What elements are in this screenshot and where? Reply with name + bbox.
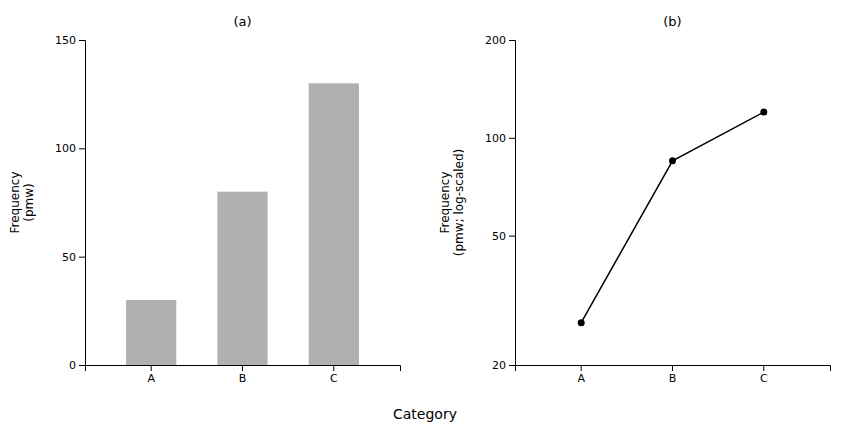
plot-area xyxy=(578,109,768,327)
x-axis-line xyxy=(516,366,831,372)
plot-area xyxy=(126,83,359,365)
y-tick: 50 xyxy=(62,251,85,264)
y-tick-label: 200 xyxy=(485,34,506,47)
y-axis: 20 50 100 200 xyxy=(485,34,516,372)
y-tick-mark xyxy=(509,138,515,139)
bar xyxy=(217,192,267,365)
x-tick-label: A xyxy=(147,372,155,385)
y-axis-title-line: (pmw; log-scaled) xyxy=(452,149,466,257)
y-axis-line xyxy=(509,41,516,366)
x-tick-mark xyxy=(672,365,673,371)
x-tick: B xyxy=(669,365,677,385)
x-axis-title: Category xyxy=(393,406,457,422)
x-tick: A xyxy=(147,365,155,385)
bar xyxy=(309,83,359,365)
x-tick: A xyxy=(577,365,585,385)
x-tick: B xyxy=(239,365,247,385)
panel: 20 50 100 200 A B C (b) Frequency(pmw; log-scale… xyxy=(438,14,831,385)
point xyxy=(760,109,767,116)
background xyxy=(0,0,850,429)
y-tick: 150 xyxy=(55,34,85,47)
y-tick: 200 xyxy=(485,34,515,47)
x-tick-mark xyxy=(333,365,334,371)
y-tick: 50 xyxy=(492,230,515,243)
y-tick-label: 100 xyxy=(485,132,506,145)
x-axis: A B C xyxy=(516,365,831,385)
y-tick-mark xyxy=(79,148,85,149)
x-tick-label: B xyxy=(669,372,677,385)
y-tick-mark xyxy=(79,257,85,258)
title: (a) xyxy=(233,14,251,29)
y-tick-mark xyxy=(509,365,515,366)
y-axis-title-line: Frequency xyxy=(438,172,452,234)
y-tick: 100 xyxy=(485,132,515,145)
x-axis-line xyxy=(86,366,401,372)
x-axis: A B C xyxy=(86,365,401,385)
x-tick-mark xyxy=(581,365,582,371)
x-tick-label: B xyxy=(239,372,247,385)
y-tick-label: 50 xyxy=(62,251,76,264)
y-tick-label: 0 xyxy=(69,359,76,372)
y-tick-label: 100 xyxy=(55,142,76,155)
x-tick-mark xyxy=(242,365,243,371)
point xyxy=(669,157,676,164)
y-tick-mark xyxy=(509,236,515,237)
x-tick-mark xyxy=(151,365,152,371)
y-tick-mark xyxy=(79,365,85,366)
x-tick-label: C xyxy=(330,372,338,385)
y-tick-mark xyxy=(79,40,85,41)
y-axis: 0 50 100 150 xyxy=(55,34,86,372)
y-axis-title-line: Frequency xyxy=(8,172,22,234)
y-tick: 20 xyxy=(492,359,515,372)
y-axis-title: Frequency(pmw; log-scaled) xyxy=(438,149,466,257)
title: (b) xyxy=(663,14,681,29)
x-tick: C xyxy=(330,365,338,385)
chart-canvas: 050100150ABC(a)Frequency(pmw)Category205… xyxy=(0,0,850,429)
x-tick: C xyxy=(760,365,768,385)
y-tick: 100 xyxy=(55,142,85,155)
y-tick: 0 xyxy=(69,359,85,372)
panel: 0 50 100 150 A B C (a) Frequency(pmw) xyxy=(8,14,401,385)
y-axis-line xyxy=(79,41,86,366)
y-axis-title-line: (pmw) xyxy=(22,183,36,221)
y-tick-mark xyxy=(509,40,515,41)
x-tick-label: A xyxy=(577,372,585,385)
y-tick-label: 20 xyxy=(492,359,506,372)
y-tick-label: 50 xyxy=(492,230,506,243)
line xyxy=(581,112,764,323)
bar xyxy=(126,300,176,365)
x-tick-mark xyxy=(763,365,764,371)
x-tick-label: C xyxy=(760,372,768,385)
y-axis-title: Frequency(pmw) xyxy=(8,172,36,234)
point xyxy=(578,319,585,326)
y-tick-label: 150 xyxy=(55,34,76,47)
